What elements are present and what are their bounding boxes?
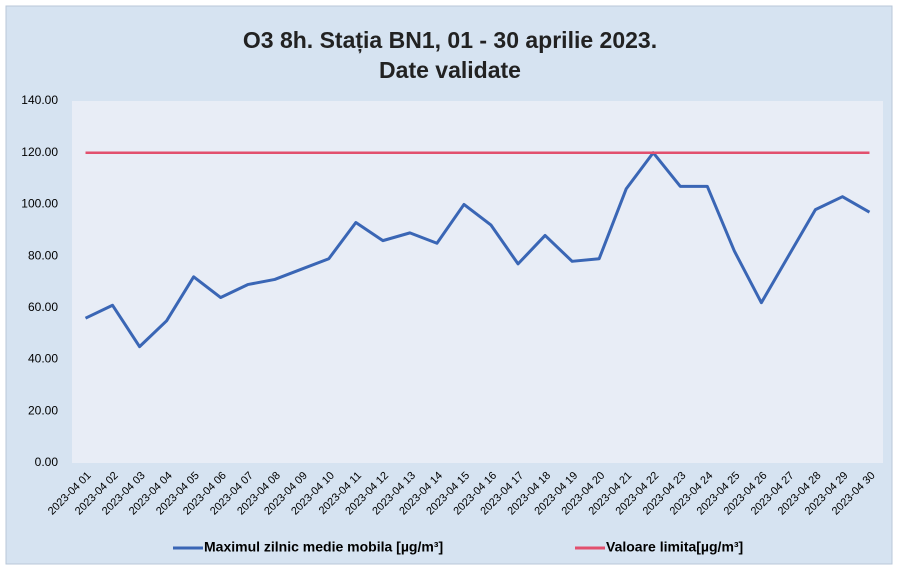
y-tick-label: 20.00 [28,403,58,417]
y-tick-label: 60.00 [28,300,58,314]
chart-title: O3 8h. Stația BN1, 01 - 30 aprilie 2023. [243,27,657,54]
y-tick-label: 80.00 [28,248,58,262]
plot-area [72,101,883,463]
data-line [84,151,871,349]
y-tick-label: 140.00 [21,93,58,107]
legend-label: Maximul zilnic medie mobila [µg/m³] [204,539,443,555]
y-tick-label: 100.00 [21,197,58,211]
y-tick-label: 0.00 [35,455,59,469]
chart-subtitle: Date validate [379,57,521,83]
y-tick-label: 120.00 [21,145,58,159]
legend-label: Valoare limita[µg/m³] [606,539,743,555]
y-tick-label: 40.00 [28,352,58,366]
